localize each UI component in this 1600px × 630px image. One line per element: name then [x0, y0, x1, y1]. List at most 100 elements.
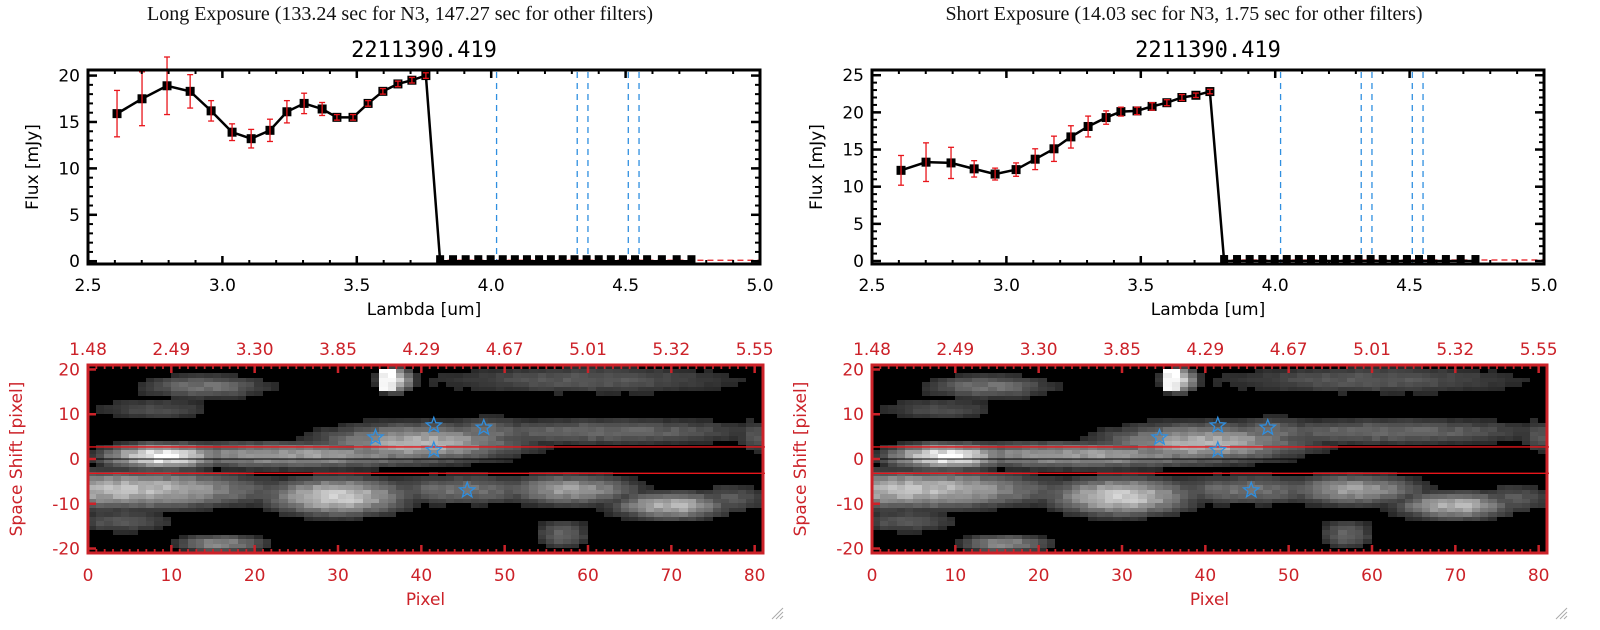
top-wavelength-label: 2.49 — [936, 340, 974, 360]
top-wavelength-label: 5.55 — [1520, 340, 1558, 360]
x-axis-label: Pixel — [1190, 590, 1229, 610]
flux-data-point — [618, 255, 627, 264]
y-axis-label: Space Shift [pixel] — [791, 382, 811, 537]
top-wavelength-label: 5.55 — [736, 340, 774, 360]
flux-data-point — [558, 255, 567, 264]
source-star-marker — [1208, 415, 1228, 434]
resize-grip-left-icon[interactable] — [770, 606, 784, 620]
top-wavelength-label: 4.67 — [1270, 340, 1308, 360]
top-wavelength-label: 4.67 — [486, 340, 524, 360]
y-tick-label: 10 — [842, 405, 864, 425]
flux-data-point — [687, 255, 696, 264]
flux-data-point — [643, 255, 652, 264]
flux-data-point — [1471, 255, 1480, 264]
flux-data-point — [1415, 255, 1424, 264]
top-wavelength-label: 5.01 — [1353, 340, 1391, 360]
y-axis-label: Flux [mJy] — [23, 124, 43, 210]
top-wavelength-label: 3.85 — [1103, 340, 1141, 360]
x-tick-label: 4.5 — [612, 276, 639, 296]
flux-data-point — [1245, 255, 1254, 264]
source-star-marker — [424, 440, 444, 458]
chart-title: 2211390.419 — [1135, 38, 1281, 63]
source-star-marker — [1208, 440, 1228, 458]
flux-data-point — [631, 255, 640, 264]
x-tick-label: 70 — [661, 566, 683, 586]
y-tick-label: 25 — [842, 66, 864, 86]
x-tick-label: 80 — [744, 566, 766, 586]
x-tick-label: 20 — [1028, 566, 1050, 586]
flux-data-point — [1402, 255, 1411, 264]
x-axis-label: Pixel — [406, 590, 445, 610]
source-star-marker — [457, 480, 477, 499]
y-tick-label: -10 — [836, 495, 864, 515]
y-tick-label: 20 — [58, 360, 80, 380]
x-axis-label: Lambda [um] — [367, 300, 481, 320]
x-tick-label: 10 — [945, 566, 967, 586]
flux-data-point — [1294, 255, 1303, 264]
flux-data-point — [1390, 255, 1399, 264]
resize-grip-icon[interactable] — [1554, 606, 1568, 620]
short-exposure-spectrum-chart: 2211390.419 2.5 3.0 3.5 4.0 4.5 5.0 0 5 10 15 20 25 L… — [807, 38, 1558, 320]
flux-data-point — [570, 255, 579, 264]
flux-data-point — [1233, 255, 1242, 264]
long-exposure-spectrum-chart: 2211390.419 2.5 3.0 3.5 4.0 4.5 5.0 0 5 10 15 20 Lam… — [23, 38, 774, 320]
flux-data-point — [510, 255, 519, 264]
top-wavelength-label: 4.29 — [402, 340, 440, 360]
flux-data-point — [546, 255, 555, 264]
y-tick-label: -20 — [836, 540, 864, 560]
y-tick-label: 15 — [842, 141, 864, 161]
x-tick-label: 40 — [1195, 566, 1217, 586]
x-tick-label: 4.5 — [1396, 276, 1423, 296]
flux-data-point — [1441, 255, 1450, 264]
top-wavelength-label: 5.32 — [652, 340, 690, 360]
x-tick-label: 60 — [577, 566, 599, 586]
resize-grip-left-lines — [771, 607, 784, 620]
flux-data-point — [461, 255, 470, 264]
plot-frame — [86, 68, 762, 266]
x-tick-label: 30 — [327, 566, 349, 586]
flux-data-point — [1258, 255, 1267, 264]
y-tick-label: 0 — [69, 450, 80, 470]
flux-data-point — [1366, 255, 1375, 264]
source-star-marker — [1150, 427, 1169, 446]
y-tick-label: 10 — [842, 178, 864, 198]
flux-data-point — [582, 255, 591, 264]
flux-data-point — [1306, 255, 1315, 264]
y-tick-label: 10 — [58, 159, 80, 179]
short-exposure-title: Short Exposure (14.03 sec for N3, 1.75 s… — [945, 3, 1423, 25]
source-star-marker — [474, 417, 494, 436]
y-tick-label: 0 — [853, 252, 864, 272]
flux-data-point — [1427, 255, 1436, 264]
flux-data-point — [535, 255, 544, 264]
y-tick-label: 20 — [842, 103, 864, 123]
top-wavelength-label: 1.48 — [69, 340, 107, 360]
flux-data-point — [672, 255, 681, 264]
y-tick-label: 10 — [58, 405, 80, 425]
flux-data-point — [657, 255, 666, 264]
y-tick-label: 20 — [842, 360, 864, 380]
x-tick-label: 5.0 — [1530, 276, 1557, 296]
y-tick-label: 15 — [58, 113, 80, 133]
x-tick-label: 30 — [1111, 566, 1133, 586]
x-tick-label: 50 — [1278, 566, 1300, 586]
flux-data-point — [522, 255, 531, 264]
flux-data-point — [1220, 255, 1229, 264]
top-wavelength-label: 4.29 — [1186, 340, 1224, 360]
flux-data-point — [474, 255, 483, 264]
top-wavelength-label: 3.30 — [1020, 340, 1058, 360]
y-tick-label: 5 — [853, 215, 864, 235]
source-star-marker — [1241, 480, 1261, 499]
top-wavelength-label: 3.30 — [236, 340, 274, 360]
flux-data-point — [1354, 255, 1363, 264]
x-tick-label: 2.5 — [74, 276, 101, 296]
flux-data-point — [1330, 255, 1339, 264]
x-tick-label: 10 — [161, 566, 183, 586]
y-tick-label: 0 — [853, 450, 864, 470]
flux-data-point — [1282, 255, 1291, 264]
y-tick-label: 0 — [69, 252, 80, 272]
x-tick-label: 0 — [867, 566, 878, 586]
flux-data-point — [449, 255, 458, 264]
top-wavelength-label: 5.01 — [569, 340, 607, 360]
x-tick-label: 4.0 — [1262, 276, 1289, 296]
long-exposure-image-axes: 0 1.48 10 2.49 20 3.30 30 3.85 40 4.29 50 4.67 60 5.0… — [7, 340, 774, 610]
